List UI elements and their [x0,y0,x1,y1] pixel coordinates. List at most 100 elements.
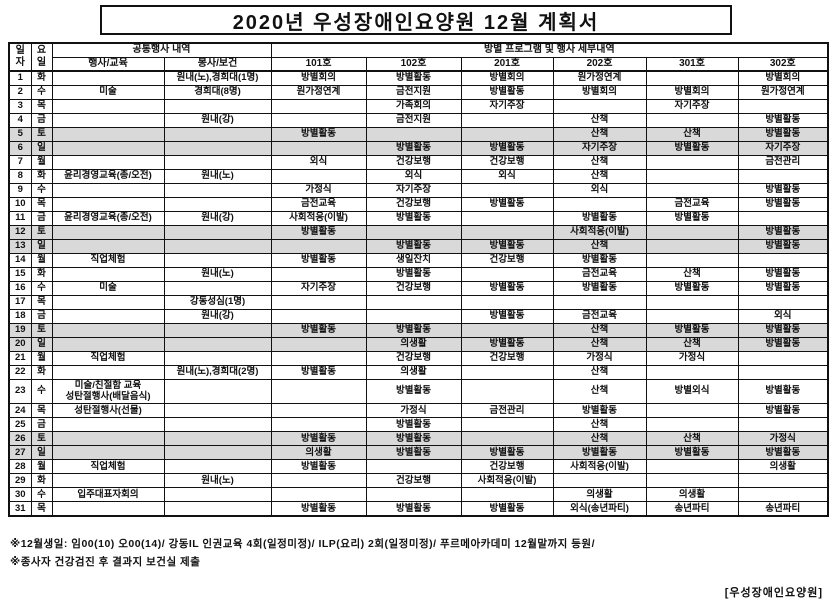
table-row: 4 금 원내(강) 금전지원 산책 방별활동 [8,112,829,128]
cell-room-302 [737,417,829,433]
cell-room-102: 방별활동 [365,378,462,405]
cell-room-201: 방별활동 [460,196,554,212]
cell-room-101: 외식 [270,154,367,170]
table-row: 1 화 원내(노),경희대(1명) 방별회의 방별활동 방별회의 원가정연계 방별회의 [8,70,829,86]
cell-event-education: 성탄절행사(선물) [51,403,165,419]
cell-room-302: 방별활동 [737,266,829,282]
cell-date: 18 [8,308,32,324]
cell-room-301: 송년파티 [645,501,739,517]
table-row: 6 일 방별활동 방별활동 자기주장 방별활동 자기주장 [8,140,829,156]
table-row: 22 화 원내(노),경희대(2명) 방별활동 의생활 산책 [8,364,829,380]
cell-room-301 [645,252,739,268]
cell-room-101: 자기주장 [270,280,367,296]
table-row: 19 토 방별활동 방별활동 산책 방별활동 방별활동 [8,322,829,338]
cell-volunteer-health [163,252,272,268]
cell-room-201: 방별활동 [460,501,554,517]
cell-dow: 월 [30,252,53,268]
cell-room-101: 원가정연계 [270,84,367,100]
cell-room-202: 산책 [552,417,647,433]
table-row: 7 월 외식 건강보행 건강보행 산책 금전관리 [8,154,829,170]
cell-volunteer-health: 원내(노) [163,266,272,282]
cell-room-101 [270,98,367,114]
cell-event-education: 미술 [51,84,165,100]
table-row: 12 토 방별활동 사회적응(이발) 방별활동 [8,224,829,240]
cell-room-101: 방별활동 [270,459,367,475]
column-header-room-302: 302호 [737,56,829,72]
cell-room-301: 산책 [645,336,739,352]
cell-dow: 일 [30,445,53,461]
cell-room-101 [270,417,367,433]
cell-room-102: 방별활동 [365,417,462,433]
cell-volunteer-health [163,378,272,405]
cell-dow: 일 [30,140,53,156]
cell-room-302 [737,294,829,310]
cell-room-302 [737,98,829,114]
column-group-room-programs: 방별 프로그램 및 행사 세부내역 [270,42,829,58]
cell-room-301 [645,364,739,380]
table-row: 5 토 방별활동 산책 산책 방별활동 [8,126,829,142]
column-header-volunteer-health: 봉사/보건 [163,56,272,72]
cell-room-302: 의생활 [737,459,829,475]
cell-room-301 [645,459,739,475]
cell-volunteer-health [163,322,272,338]
cell-volunteer-health [163,336,272,352]
cell-event-education [51,266,165,282]
table-row: 23 수 미술/친절함 교육 성탄절행사(배달음식) 방별활동 산책 방별외식 방별활동 [8,378,829,405]
cell-room-201: 자기주장 [460,98,554,114]
cell-room-202: 외식 [552,182,647,198]
cell-volunteer-health [163,445,272,461]
table-row: 17 목 강동성심(1명) [8,294,829,310]
cell-room-301: 산책 [645,126,739,142]
cell-room-202 [552,473,647,489]
cell-room-202: 산책 [552,112,647,128]
cell-room-302: 송년파티 [737,501,829,517]
cell-volunteer-health [163,280,272,296]
cell-room-301: 방별활동 [645,322,739,338]
cell-dow: 일 [30,238,53,254]
cell-room-302 [737,487,829,503]
cell-room-301 [645,473,739,489]
table-row: 30 수 입주대표자회의 의생활 의생활 [8,487,829,503]
cell-dow: 목 [30,294,53,310]
cell-room-301 [645,70,739,86]
cell-room-101: 사회적응(이발) [270,210,367,226]
cell-room-202 [552,294,647,310]
cell-volunteer-health: 강동성심(1명) [163,294,272,310]
cell-room-201: 방별활동 [460,445,554,461]
cell-room-202: 가정식 [552,350,647,366]
footnote-birthdays: ※12월생일: 임00(10) 오00(14)/ 강동IL 인권교육 4회(일정… [10,538,596,550]
cell-event-education [51,140,165,156]
cell-date: 2 [8,84,32,100]
column-group-common-events: 공통행사 내역 [51,42,272,58]
cell-room-202: 원가정연계 [552,70,647,86]
table-row: 16 수 미술 자기주장 건강보행 방별활동 방별활동 방별활동 방별활동 [8,280,829,296]
cell-room-301 [645,417,739,433]
cell-event-education: 윤리경영교육(총/오전) [51,168,165,184]
cell-room-202: 산책 [552,322,647,338]
cell-room-102 [365,224,462,240]
cell-room-202: 사회적응(이발) [552,224,647,240]
cell-room-202: 외식(송년파티) [552,501,647,517]
cell-room-302: 방별활동 [737,378,829,405]
page-title: 2020년 우성장애인요양원 12월 계획서 [232,11,600,34]
cell-room-302: 방별활동 [737,224,829,240]
cell-room-101 [270,473,367,489]
cell-room-201: 건강보행 [460,459,554,475]
cell-dow: 금 [30,417,53,433]
cell-room-102: 방별활동 [365,238,462,254]
cell-room-202: 자기주장 [552,140,647,156]
cell-room-101: 가정식 [270,182,367,198]
cell-dow: 토 [30,322,53,338]
cell-dow: 목 [30,501,53,517]
cell-room-301: 방별활동 [645,280,739,296]
table-row: 27 일 의생활 방별활동 방별활동 방별활동 방별활동 방별활동 [8,445,829,461]
cell-room-302 [737,168,829,184]
cell-dow: 금 [30,112,53,128]
cell-room-102: 의생활 [365,336,462,352]
column-header-room-102: 102호 [365,56,462,72]
cell-room-302: 자기주장 [737,140,829,156]
cell-room-301: 방별활동 [645,210,739,226]
cell-room-101: 방별활동 [270,364,367,380]
cell-event-education [51,294,165,310]
column-header-room-201: 201호 [460,56,554,72]
